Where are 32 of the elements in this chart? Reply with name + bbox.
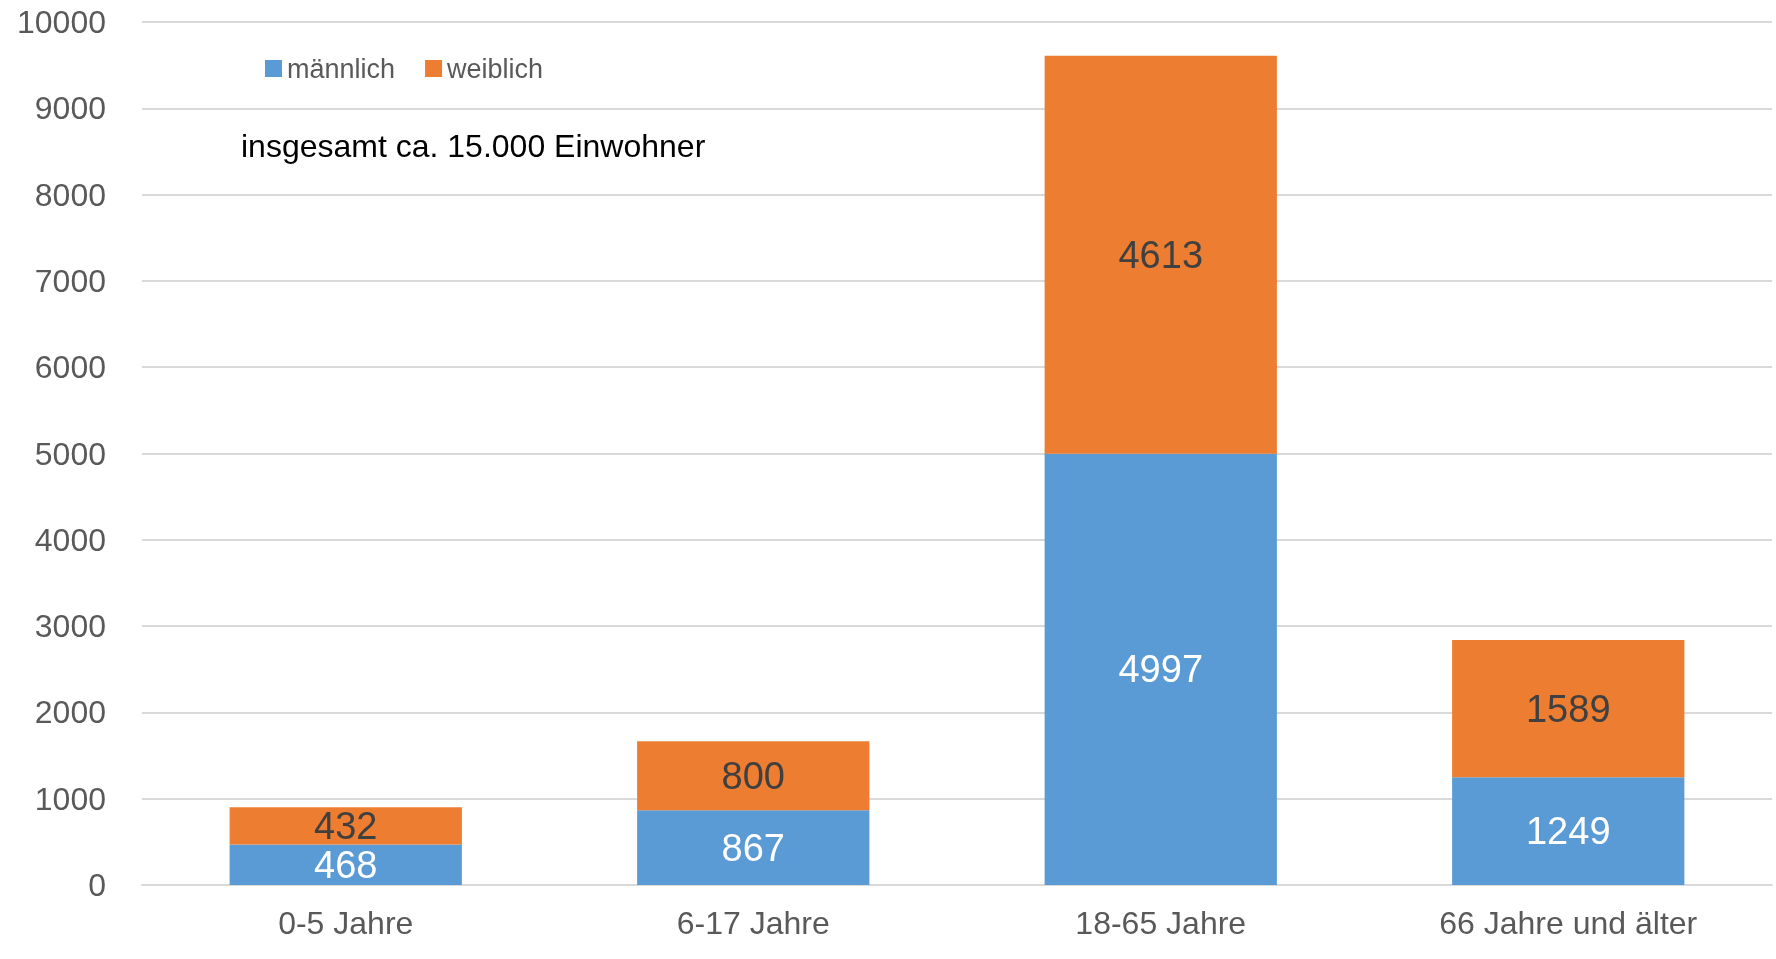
bar bbox=[1452, 640, 1685, 778]
bar bbox=[637, 741, 870, 811]
bar bbox=[229, 844, 462, 885]
x-tick-label: 0-5 Jahre bbox=[278, 905, 414, 941]
bar bbox=[1044, 453, 1277, 885]
data-label: 4613 bbox=[1118, 233, 1204, 276]
legend-label: weiblich bbox=[446, 53, 544, 84]
y-tick-label: 7000 bbox=[34, 262, 106, 299]
y-tick-label: 1000 bbox=[34, 780, 106, 817]
y-tick-label: 2000 bbox=[34, 694, 106, 731]
y-tick-label: 10000 bbox=[17, 4, 106, 40]
data-label: 867 bbox=[721, 826, 785, 869]
y-tick-label: 8000 bbox=[34, 176, 106, 213]
annotation: insgesamt ca. 15.000 Einwohner bbox=[241, 128, 706, 164]
data-label: 4997 bbox=[1118, 648, 1204, 691]
y-tick-label: 4000 bbox=[34, 521, 106, 558]
bar bbox=[1044, 55, 1277, 454]
y-tick-label: 9000 bbox=[34, 90, 106, 127]
bar bbox=[1452, 777, 1685, 885]
data-label: 800 bbox=[721, 754, 785, 797]
y-tick-label: 6000 bbox=[34, 349, 106, 386]
data-label: 1249 bbox=[1525, 810, 1611, 853]
data-label: 1589 bbox=[1525, 687, 1611, 730]
y-tick-label: 0 bbox=[88, 867, 106, 903]
y-tick-label: 5000 bbox=[34, 435, 106, 472]
legend-label: männlich bbox=[287, 53, 396, 84]
x-tick-label: 6-17 Jahre bbox=[676, 905, 830, 941]
bar bbox=[229, 807, 462, 845]
x-tick-label: 18-65 Jahre bbox=[1075, 905, 1247, 941]
y-tick-label: 3000 bbox=[34, 608, 106, 645]
x-tick-label: 66 Jahre und älter bbox=[1439, 905, 1698, 941]
bar bbox=[637, 810, 870, 885]
